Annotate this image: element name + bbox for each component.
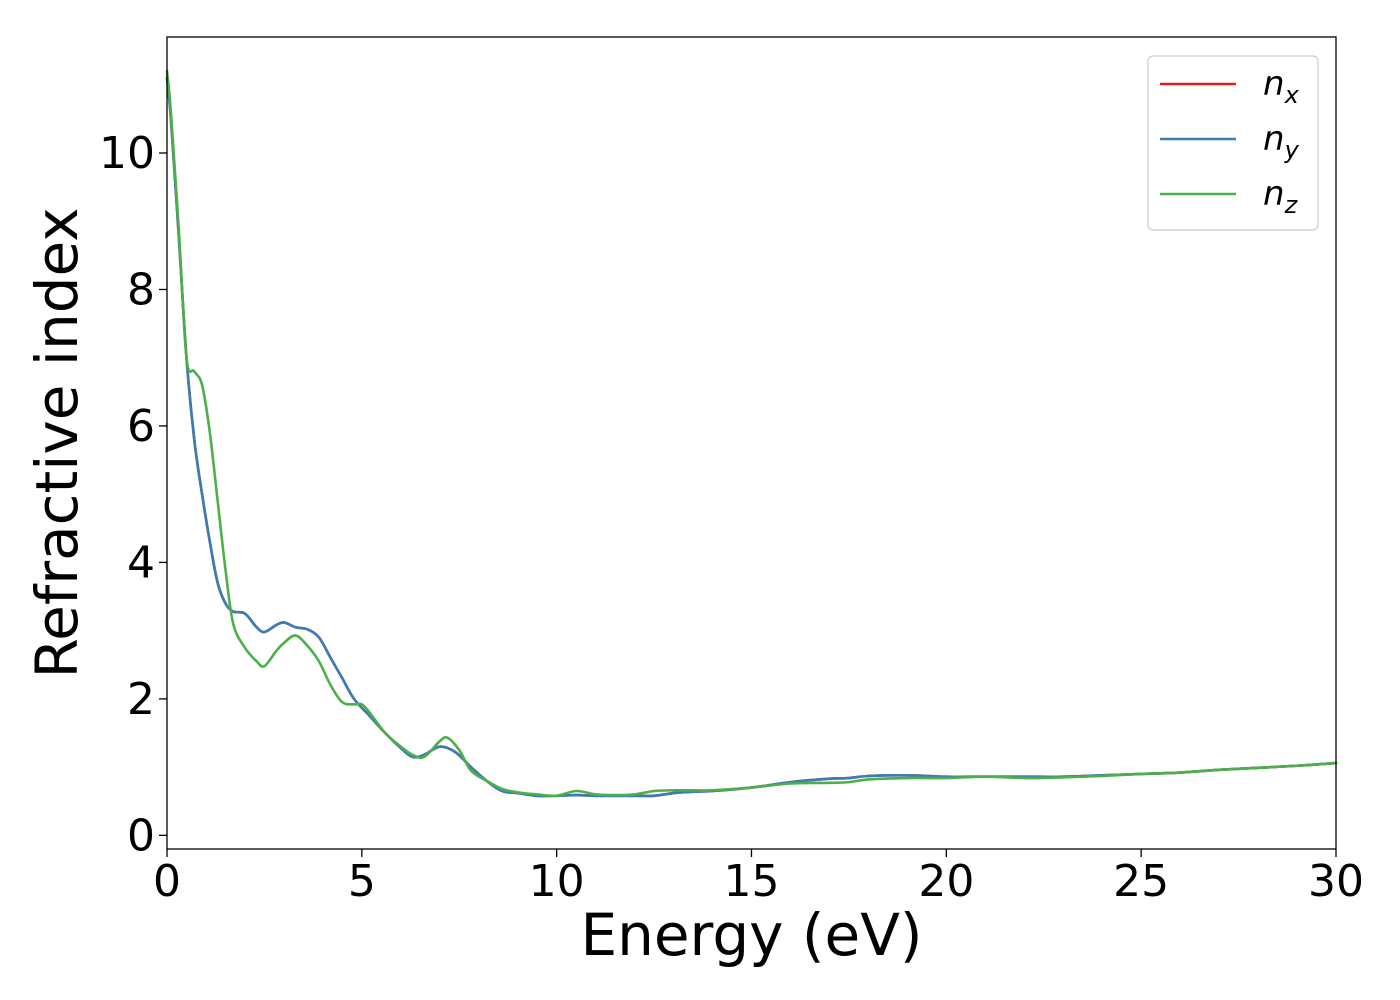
legend-items: nx ny nz (1160, 64, 1300, 219)
x-tick-label: 20 (918, 856, 974, 907)
x-tick-label: 15 (724, 856, 780, 907)
y-axis-title: Refractive index (23, 207, 91, 678)
y-tick-label: 0 (127, 810, 155, 861)
y-axis-ticks: 0 2 4 6 8 10 (99, 128, 167, 861)
legend-label-x: nx (1263, 64, 1300, 109)
x-tick-label: 25 (1113, 856, 1169, 907)
y-tick-label: 8 (127, 264, 155, 315)
x-axis-title: Energy (eV) (580, 901, 922, 969)
y-tick-label: 2 (127, 674, 155, 725)
x-axis-ticks: 0 5 10 15 20 25 30 (153, 849, 1364, 907)
legend: nx ny nz (1147, 55, 1319, 231)
y-tick-label: 6 (127, 401, 155, 452)
series-line-z (165, 69, 1338, 798)
x-tick-label: 5 (348, 856, 376, 907)
legend-box (1147, 55, 1319, 231)
x-tick-label: 10 (529, 856, 585, 907)
x-tick-label: 30 (1308, 856, 1364, 907)
y-tick-label: 4 (127, 537, 155, 588)
legend-label-z: nz (1263, 174, 1299, 219)
y-tick-label: 10 (99, 128, 155, 179)
legend-label-y: ny (1263, 119, 1300, 164)
series-layer (165, 69, 1338, 798)
x-tick-label: 0 (153, 856, 181, 907)
